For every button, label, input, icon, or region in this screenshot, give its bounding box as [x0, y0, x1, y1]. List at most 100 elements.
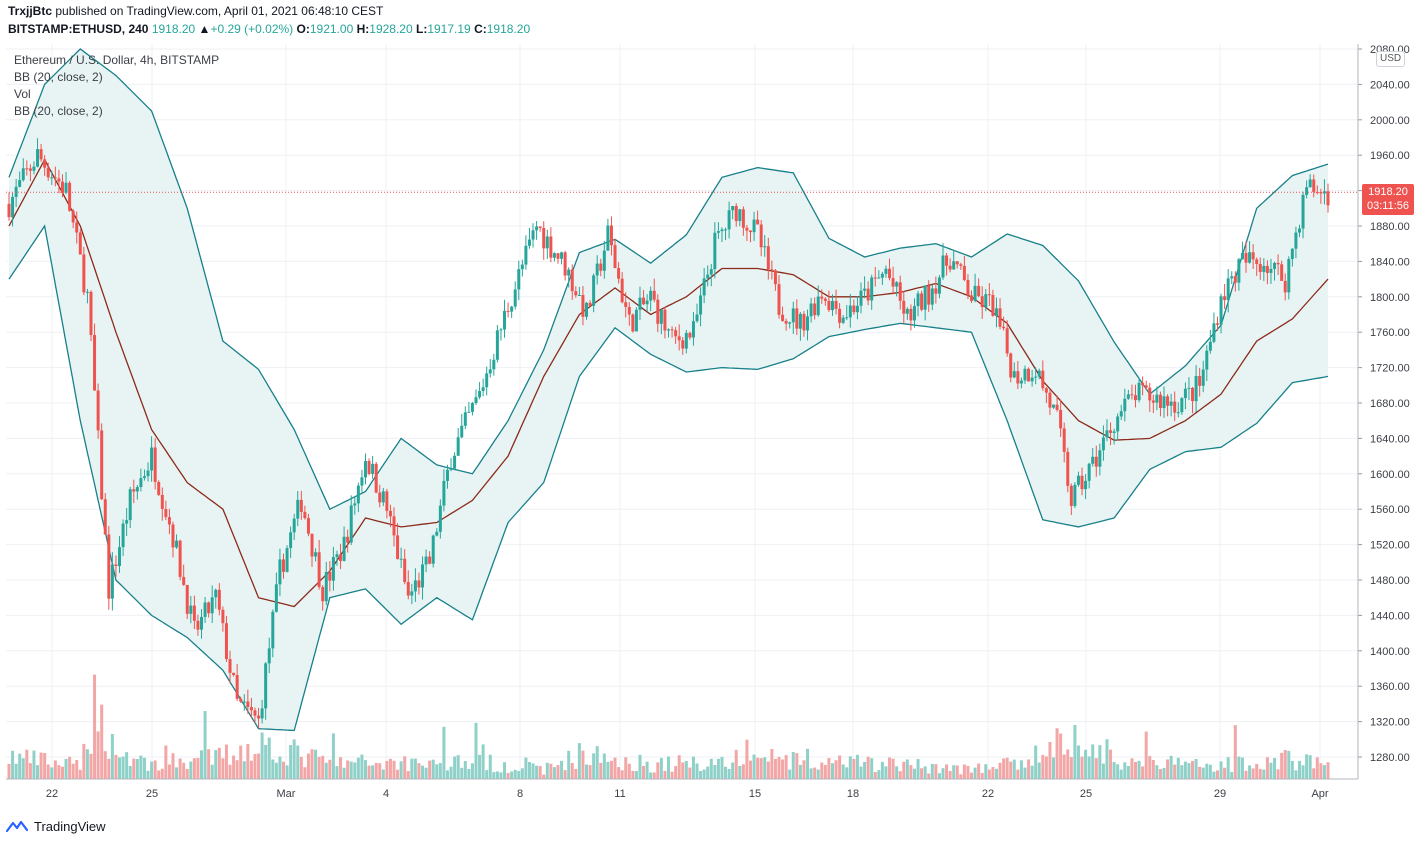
publisher-name[interactable]: TrxjjBtc	[8, 4, 53, 18]
candle	[1151, 394, 1155, 414]
y-tick-label: 1360.00	[1370, 681, 1410, 693]
candle	[745, 224, 749, 241]
volume-bar	[21, 758, 25, 779]
volume-bar	[1059, 733, 1063, 779]
legend-bb-2[interactable]: BB (20, close, 2)	[14, 104, 103, 118]
candle	[1162, 386, 1166, 418]
candle	[139, 468, 143, 492]
candle	[895, 281, 899, 297]
candle	[563, 250, 567, 281]
candle	[667, 328, 670, 338]
candle	[1283, 273, 1287, 301]
candle	[264, 662, 268, 720]
candle	[1055, 395, 1059, 412]
candle	[1080, 467, 1084, 496]
candle	[620, 272, 624, 304]
candle	[1112, 428, 1116, 445]
volume-bar	[1034, 745, 1038, 779]
candle	[970, 290, 974, 304]
candle	[50, 170, 54, 185]
volume-bar	[1226, 757, 1230, 779]
currency-badge[interactable]: USD	[1376, 51, 1406, 67]
candle	[360, 469, 364, 493]
volume-bar	[1255, 763, 1259, 779]
volume-bar	[702, 769, 706, 779]
candle	[991, 289, 995, 317]
volume-bar	[299, 756, 303, 779]
volume-bar	[100, 704, 104, 779]
symbol-label[interactable]: BITSTAMP:ETHUSD, 240	[8, 22, 149, 36]
y-tick-label: 1720.00	[1370, 363, 1410, 375]
volume-bar	[392, 760, 396, 779]
candle	[670, 326, 674, 338]
candle	[756, 210, 760, 225]
volume-bar	[89, 753, 93, 779]
candle	[834, 289, 838, 315]
candle	[1144, 380, 1148, 391]
y-tick-label: 1320.00	[1370, 717, 1410, 729]
volume-bar	[264, 744, 268, 779]
y-tick-label: 1400.00	[1370, 646, 1410, 658]
candle	[791, 301, 795, 335]
volume-bar	[659, 757, 663, 779]
candle	[848, 293, 852, 328]
volume-bar	[795, 753, 799, 779]
legend-symbol[interactable]: Ethereum / U.S. Dollar, 4h, BITSTAMP	[14, 53, 220, 67]
volume-bar	[1322, 765, 1326, 779]
candle	[613, 238, 617, 269]
candle	[103, 493, 107, 535]
volume-bar	[1155, 765, 1159, 779]
candle	[1305, 180, 1309, 199]
candle	[752, 211, 756, 241]
candle	[495, 324, 499, 363]
volume-bar	[895, 766, 899, 779]
candle	[445, 464, 449, 489]
candle	[107, 525, 111, 610]
candle	[634, 307, 638, 332]
volume-bar	[474, 722, 478, 779]
candle	[699, 287, 703, 327]
candle	[153, 438, 157, 490]
candle	[470, 401, 474, 416]
candle	[438, 499, 442, 539]
candle	[68, 180, 72, 212]
y-tick-label: 1760.00	[1370, 327, 1410, 339]
candle	[1215, 316, 1219, 331]
candle	[296, 491, 300, 527]
volume-bar	[531, 763, 535, 779]
candle	[342, 526, 346, 562]
volume-bar	[941, 768, 945, 779]
candle	[1023, 365, 1027, 384]
candle	[1326, 183, 1330, 213]
volume-bar	[709, 758, 713, 779]
candle	[955, 261, 959, 269]
x-tick-label: 11	[614, 788, 625, 800]
candle	[1087, 462, 1091, 489]
volume-bar	[11, 750, 15, 779]
candle	[788, 321, 792, 329]
volume-bar	[1148, 756, 1152, 779]
candle	[53, 166, 57, 187]
x-tick-label: Apr	[1311, 788, 1328, 800]
volume-bar	[1123, 762, 1127, 779]
candle	[973, 273, 977, 303]
tradingview-brand[interactable]: TradingView	[6, 817, 106, 835]
candle	[96, 383, 100, 439]
candle	[171, 521, 175, 558]
volume-bar	[1116, 764, 1120, 779]
candle	[456, 427, 460, 456]
legend-bb-1[interactable]: BB (20, close, 2)	[14, 70, 103, 84]
candle	[260, 699, 264, 724]
volume-bar	[185, 769, 189, 779]
candle	[214, 588, 218, 609]
candle	[645, 294, 649, 312]
volume-bar	[677, 755, 681, 779]
candle	[203, 597, 207, 623]
candle	[549, 227, 553, 263]
candle	[1137, 378, 1141, 403]
legend-vol[interactable]: Vol	[14, 87, 31, 101]
x-tick-label: 25	[1080, 788, 1092, 800]
candle	[905, 307, 909, 320]
volume-bar	[246, 743, 250, 779]
